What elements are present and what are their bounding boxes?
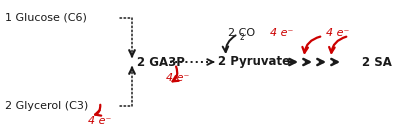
Text: 4 e⁻: 4 e⁻	[88, 116, 112, 126]
Text: 2 SA: 2 SA	[362, 55, 392, 69]
Text: 4 e⁻: 4 e⁻	[326, 28, 350, 38]
Text: 2: 2	[239, 33, 244, 41]
Text: 2 GA3P: 2 GA3P	[137, 55, 185, 69]
Text: 2 Pyruvate: 2 Pyruvate	[218, 55, 290, 69]
Text: 4 e⁻: 4 e⁻	[166, 73, 190, 83]
Text: 2 Glycerol (C3): 2 Glycerol (C3)	[5, 101, 88, 111]
Text: 1 Glucose (C6): 1 Glucose (C6)	[5, 13, 87, 23]
Text: 2 CO: 2 CO	[228, 28, 255, 38]
Text: 4 e⁻: 4 e⁻	[270, 28, 294, 38]
